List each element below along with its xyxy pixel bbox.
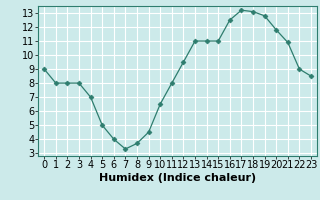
- X-axis label: Humidex (Indice chaleur): Humidex (Indice chaleur): [99, 173, 256, 183]
